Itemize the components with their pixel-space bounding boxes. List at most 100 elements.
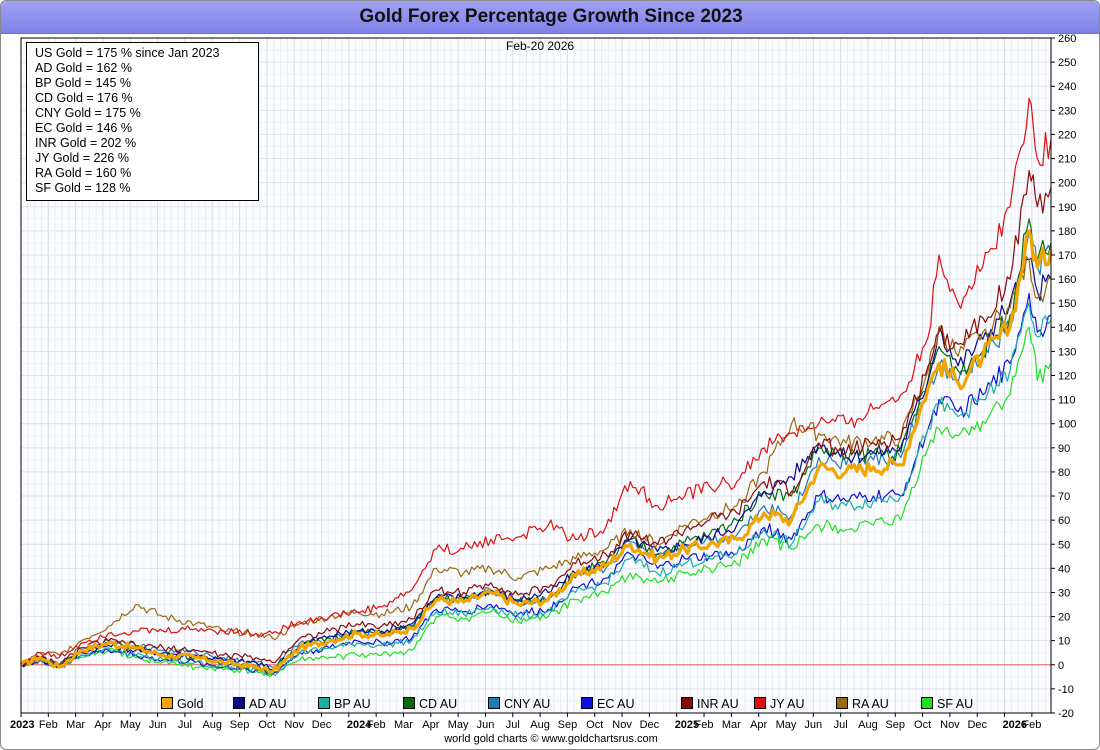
legend-label: Gold: [177, 697, 204, 711]
legend-swatch: [581, 697, 593, 709]
summary-line: SF Gold = 128 %: [35, 181, 131, 195]
series-legend-item: AD AU: [233, 697, 287, 711]
series-line-jy-au: [20, 97, 1052, 666]
summary-line: AD Gold = 162 %: [35, 61, 132, 75]
summary-line: US Gold = 175 % since Jan 2023: [35, 46, 220, 60]
legend-swatch: [681, 697, 693, 709]
y-tick-label: 20: [1058, 612, 1070, 624]
y-tick-label: 190: [1058, 202, 1076, 214]
x-month-label: Dec: [640, 719, 660, 731]
y-tick-label: 160: [1058, 274, 1076, 286]
x-month-label: Sep: [230, 719, 250, 731]
x-month-label: Mar: [722, 719, 741, 731]
legend-label: BP AU: [334, 697, 371, 711]
y-tick-label: 70: [1058, 491, 1070, 503]
y-tick-label: 150: [1058, 298, 1076, 310]
x-month-label: Oct: [914, 719, 931, 731]
x-year-label: 2025: [675, 719, 699, 731]
y-axis-tick-labels: -20 -10 0 10 20 30 40 50 60 70 80 90 100 110 120 130 140…: [1051, 33, 1076, 720]
x-month-label: Feb: [39, 719, 58, 731]
y-tick-label: 260: [1058, 33, 1076, 45]
x-month-label: Jul: [178, 719, 192, 731]
x-month-label: Jul: [834, 719, 848, 731]
x-month-label: Dec: [967, 719, 987, 731]
x-year-label: 2026: [1003, 719, 1027, 731]
credit-text: world gold charts © www.goldchartsrus.co…: [444, 733, 658, 745]
series-line-sf-au: [20, 326, 1052, 678]
series-legend-item: SF AU: [921, 697, 973, 711]
series-line-bp-au: [20, 302, 1052, 677]
legend-label: EC AU: [597, 697, 635, 711]
summary-line: CNY Gold = 175 %: [35, 106, 141, 120]
date-label: Feb-20 2026: [506, 39, 575, 53]
x-month-label: Oct: [586, 719, 603, 731]
summary-line: CD Gold = 176 %: [35, 91, 133, 105]
x-month-label: Jul: [506, 719, 520, 731]
legend-swatch: [161, 697, 173, 709]
chart-title: Gold Forex Percentage Growth Since 2023: [359, 6, 743, 27]
x-month-label: Apr: [750, 719, 767, 731]
legend-swatch: [836, 697, 848, 709]
x-month-label: Mar: [394, 719, 413, 731]
x-month-label: Jun: [149, 719, 167, 731]
x-month-label: Jun: [804, 719, 822, 731]
x-month-label: Nov: [612, 719, 632, 731]
series-legend-item: Gold: [161, 697, 203, 711]
y-tick-label: 120: [1058, 371, 1076, 383]
y-tick-label: 40: [1058, 563, 1070, 575]
summary-line: INR Gold = 202 %: [35, 136, 137, 150]
x-month-label: May: [120, 719, 141, 731]
y-tick-label: 0: [1058, 660, 1064, 672]
legend-label: INR AU: [697, 697, 739, 711]
x-month-label: Oct: [258, 719, 275, 731]
y-tick-label: 10: [1058, 636, 1070, 648]
series-line-inr-au: [20, 170, 1052, 666]
x-month-label: Aug: [530, 719, 550, 731]
series-legend-item: CNY AU: [488, 697, 550, 711]
x-month-label: Aug: [202, 719, 222, 731]
legend-swatch: [754, 697, 766, 709]
y-tick-label: 170: [1058, 250, 1076, 262]
summary-line: EC Gold = 146 %: [35, 121, 132, 135]
x-month-label: Apr: [94, 719, 111, 731]
summary-line: BP Gold = 145 %: [35, 76, 132, 90]
series-legend-item: RA AU: [836, 697, 889, 711]
y-tick-label: 240: [1058, 81, 1076, 93]
series-lines: [19, 97, 1053, 678]
y-tick-label: 110: [1058, 395, 1076, 407]
legend-swatch: [318, 697, 330, 709]
legend-swatch: [488, 697, 500, 709]
summary-line: JY Gold = 226 %: [35, 151, 129, 165]
series-line-gold: [19, 229, 1053, 675]
x-month-label: Jun: [477, 719, 495, 731]
series-legend-item: CD AU: [403, 697, 457, 711]
title-bar: Gold Forex Percentage Growth Since 2023: [1, 1, 1099, 34]
y-tick-label: 90: [1058, 443, 1070, 455]
x-month-label: Nov: [940, 719, 960, 731]
y-tick-label: 30: [1058, 587, 1070, 599]
x-month-label: Feb: [367, 719, 386, 731]
y-tick-label: 180: [1058, 226, 1076, 238]
series-line-ec-au: [20, 292, 1052, 675]
y-tick-label: 60: [1058, 515, 1070, 527]
x-year-label: 2024: [347, 719, 372, 731]
x-month-label: Sep: [885, 719, 905, 731]
y-tick-label: 140: [1058, 322, 1076, 334]
series-legend-item: JY AU: [754, 697, 805, 711]
series-line-ra-au: [20, 256, 1052, 666]
legend-label: AD AU: [249, 697, 287, 711]
legend-label: SF AU: [937, 697, 974, 711]
y-tick-label: 210: [1058, 154, 1076, 166]
y-tick-label: 50: [1058, 539, 1070, 551]
x-month-label: Feb: [1022, 719, 1041, 731]
x-month-label: May: [448, 719, 469, 731]
line-chart: -20 -10 0 10 20 30 40 50 60 70 80 90 100 110 120 130 140…: [10, 33, 1076, 731]
summary-line: RA Gold = 160 %: [35, 166, 132, 180]
y-tick-label: 250: [1058, 57, 1076, 69]
x-axis-tick-labels: 2023 Feb Mar Apr May Jun Jul Aug Sep Oct Nov Dec 202…: [10, 713, 1041, 731]
y-tick-label: 200: [1058, 178, 1076, 190]
y-tick-label: 130: [1058, 346, 1076, 358]
y-tick-label: -10: [1058, 684, 1074, 696]
x-month-label: May: [776, 719, 797, 731]
